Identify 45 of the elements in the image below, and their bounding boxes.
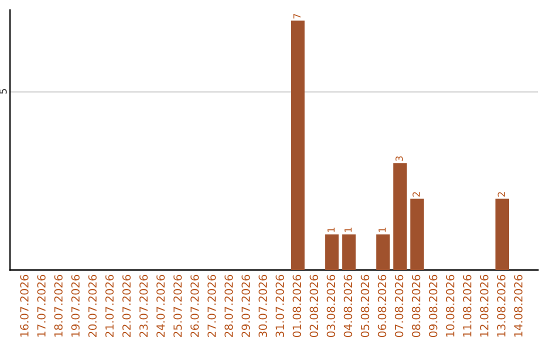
x-tick-label: 08.08.2026	[412, 274, 420, 338]
bar	[342, 234, 356, 270]
bar	[410, 198, 424, 270]
x-tick-label: 16.07.2026	[20, 274, 29, 337]
x-tick-label: 01.08.2026	[292, 274, 302, 338]
x-tick-label: 27.07.2026	[208, 274, 216, 337]
x-tick-label: 26.07.2026	[190, 274, 199, 337]
x-tick-label: 09.08.2026	[428, 274, 438, 338]
data-label: 1	[378, 228, 386, 232]
x-tick-label: 02.08.2026	[310, 274, 318, 338]
bar	[393, 163, 407, 270]
x-tick-label: 25.07.2026	[173, 274, 182, 337]
bar	[325, 234, 339, 270]
x-tick-label: 11.08.2026	[462, 274, 472, 337]
bar	[291, 20, 305, 270]
data-label: 1	[328, 228, 335, 232]
x-tick-label: 05.08.2026	[360, 274, 370, 338]
x-tick-label: 14.08.2026	[514, 274, 522, 337]
x-tick-label: 30.07.2026	[258, 274, 268, 337]
bar	[495, 198, 510, 270]
x-tick-label: 20.07.2026	[88, 274, 97, 337]
x-tick-label: 28.07.2026	[224, 274, 233, 337]
x-tick-label: 17.07.2026	[37, 274, 46, 337]
x-tick-label: 07.08.2026	[394, 274, 404, 338]
x-tick-label: 04.08.2026	[344, 274, 352, 338]
x-tick-label: 19.07.2026	[71, 274, 80, 337]
x-tick-label: 22.07.2026	[122, 274, 131, 337]
x-tick-label: 29.07.2026	[242, 274, 250, 337]
data-label: 2	[412, 192, 420, 197]
bar	[376, 234, 390, 270]
x-tick-label: 21.07.2026	[105, 274, 114, 337]
x-tick-label: 18.07.2026	[54, 274, 63, 337]
x-tick-label: 12.08.2026	[480, 274, 488, 337]
data-label: 2	[498, 192, 505, 197]
x-tick-label: 03.08.2026	[326, 274, 336, 338]
x-tick-label: 10.08.2026	[446, 274, 454, 337]
x-tick-label: 31.07.2026	[276, 274, 284, 337]
x-tick-label: 24.07.2026	[156, 274, 165, 337]
x-tick-label: 06.08.2026	[378, 274, 386, 338]
y-tick-label: 5	[0, 89, 7, 94]
x-tick-label: 23.07.2026	[139, 274, 148, 337]
x-tick-label: 13.08.2026	[497, 274, 506, 337]
data-label: 3	[396, 156, 403, 162]
data-label: 1	[344, 228, 352, 232]
data-label: 7	[293, 14, 301, 18]
